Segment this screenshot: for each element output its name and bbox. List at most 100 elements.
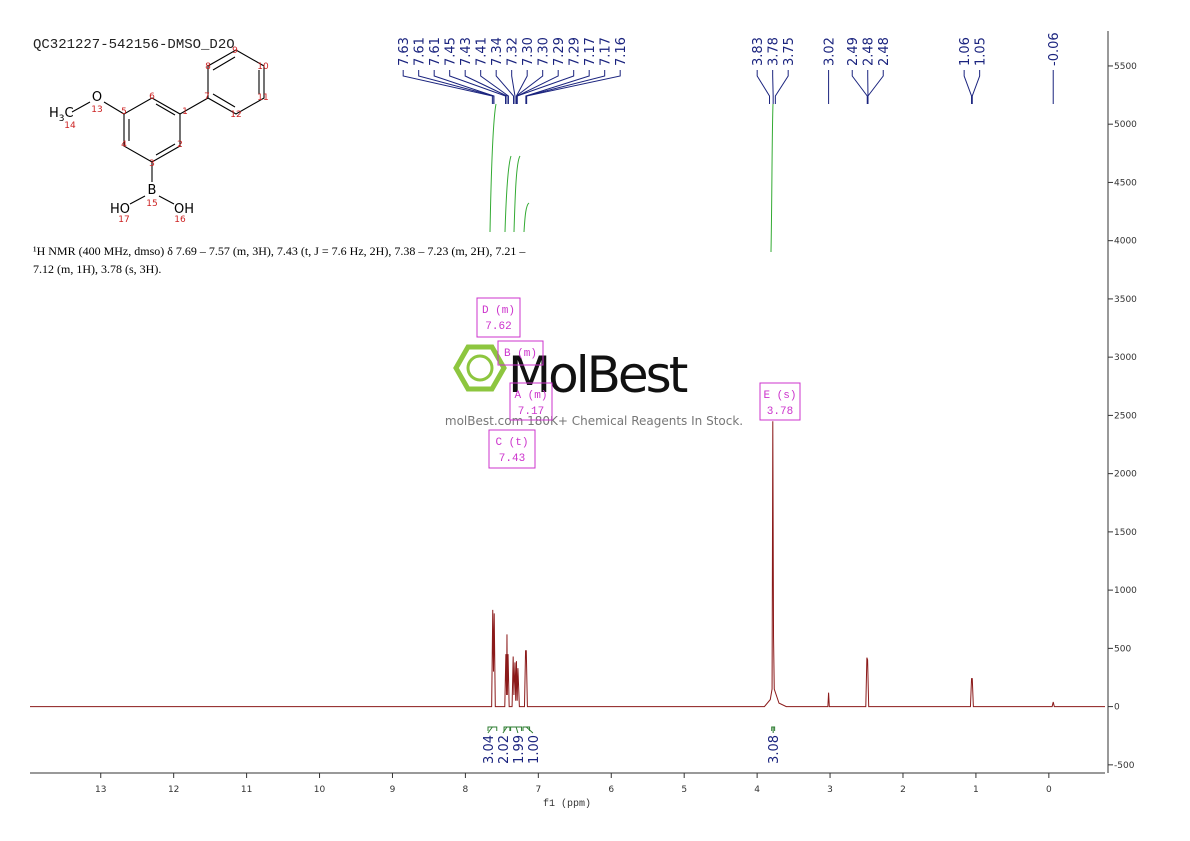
multiplet-shift: 7.43: [499, 453, 525, 465]
peak-label: 7.17: [583, 37, 598, 66]
atom-number: 9: [232, 46, 238, 56]
peak-connector: [511, 70, 516, 104]
peak-label: 7.29: [552, 37, 567, 66]
peak-label: 7.16: [614, 37, 629, 66]
y-tick-label: -500: [1114, 761, 1135, 771]
integral-label: 3.04: [482, 735, 497, 764]
peak-connector: [516, 70, 575, 104]
multiplet-box: [759, 382, 801, 421]
atom-number: 2: [177, 140, 183, 150]
multiplet-shift: 3.78: [767, 406, 793, 418]
peak-label: 2.48: [862, 37, 877, 66]
y-tick-label: 3500: [1114, 295, 1137, 305]
peak-connector: [963, 70, 973, 104]
multiplet-label: A (m): [514, 390, 547, 402]
ring-b: [207, 49, 265, 115]
integral-label: 3.08: [767, 735, 782, 764]
multiplet-label: C (t): [495, 437, 528, 449]
integral-bracket: [522, 726, 534, 734]
peak-label: 7.17: [599, 37, 614, 66]
y-tick-label: 5000: [1114, 120, 1137, 130]
x-tick-label: 1: [973, 785, 979, 795]
peak-label: 7.29: [568, 37, 583, 66]
peak-connector: [774, 70, 789, 104]
integral-curve: [770, 103, 774, 253]
x-tick-label: 13: [95, 785, 106, 795]
peak-connector: [526, 70, 621, 104]
multiplet-label: D (m): [482, 305, 515, 317]
y-tick-label: 1500: [1114, 528, 1137, 538]
y-tick-label: 4500: [1114, 178, 1137, 188]
atom-number: 16: [174, 215, 186, 225]
y-tick-label: 0: [1114, 703, 1120, 713]
peak-label: 3.78: [767, 37, 782, 66]
atom-number: 3: [149, 159, 155, 169]
peak-label: 7.61: [413, 37, 428, 66]
multiplet-box: [497, 340, 544, 366]
peak-connector: [495, 70, 515, 104]
x-tick-label: 7: [535, 785, 541, 795]
ring-a: [123, 97, 181, 163]
peak-connector: [867, 70, 884, 104]
peak-connector: [464, 70, 508, 104]
watermark-logo: MolBest: [508, 346, 688, 404]
watermark: MolBest molBest.com 180K+ Chemical Reage…: [445, 344, 743, 428]
multiplet-box: [509, 382, 553, 421]
x-tick-label: 10: [314, 785, 326, 795]
integral-label: 2.02: [497, 735, 512, 764]
watermark-tagline: molBest.com 180K+ Chemical Reagents In S…: [445, 414, 743, 428]
description-line: ¹H NMR (400 MHz, dmso) δ 7.69 – 7.57 (m,…: [33, 244, 526, 258]
methyl-label: H3C: [49, 106, 74, 124]
atom-number: 8: [205, 62, 211, 72]
atom-number: 14: [64, 121, 76, 131]
integral-curve: [523, 202, 530, 233]
x-tick-label: 8: [463, 785, 469, 795]
multiplet-label: E (s): [763, 390, 796, 402]
atom-number: 11: [257, 93, 268, 103]
x-tick-label: 0: [1046, 785, 1052, 795]
multiplet-label: B (m): [504, 348, 537, 360]
atom-label: O: [92, 90, 102, 105]
methyl-part: H: [49, 106, 59, 121]
peak-label: 7.43: [459, 37, 474, 66]
peak-label: 1.05: [974, 37, 989, 66]
peak-connector: [449, 70, 507, 104]
chart-title: QC321227-542156-DMSO_D2O: [33, 37, 235, 53]
peak-connector: [516, 70, 559, 104]
atom-label: OH: [174, 202, 194, 217]
atom-number: 6: [149, 92, 155, 102]
peak-label: 7.32: [506, 37, 521, 66]
atom-number: 4: [121, 140, 127, 150]
peak-label: 7.30: [537, 37, 552, 66]
peak-label: 3.83: [751, 37, 766, 66]
peak-connector: [525, 70, 606, 104]
multiplet-shift: 7.62: [485, 321, 511, 333]
integral-curves: [489, 103, 774, 253]
peak-connector: [515, 70, 544, 104]
multiplet-box: [476, 297, 521, 338]
y-tick-label: 500: [1114, 644, 1131, 654]
peak-connector: [418, 70, 495, 104]
x-tick-label: 2: [900, 785, 906, 795]
atom-number: 7: [204, 92, 210, 102]
y-tick-label: 1000: [1114, 586, 1137, 596]
integral-curve: [504, 155, 512, 233]
x-tick-label: 4: [754, 785, 760, 795]
logo-ring: [466, 354, 494, 382]
peak-label: 3.02: [823, 37, 838, 66]
peak-label: 7.61: [428, 37, 443, 66]
x-tick-label: 3: [827, 785, 833, 795]
multiplet-box: [488, 429, 536, 469]
atom-number: 13: [91, 105, 102, 115]
peak-label: 7.34: [490, 37, 505, 66]
integral-curve: [513, 155, 521, 233]
y-tick-label: 5500: [1114, 62, 1137, 72]
peak-label: 3.75: [782, 37, 797, 66]
spectrum-line: [30, 421, 1105, 708]
x-tick-label: 5: [681, 785, 687, 795]
integral-bracket: [771, 726, 776, 733]
logo-hexagon: [453, 344, 507, 392]
atom-number: 1: [182, 107, 188, 117]
x-tick-label: 9: [390, 785, 396, 795]
